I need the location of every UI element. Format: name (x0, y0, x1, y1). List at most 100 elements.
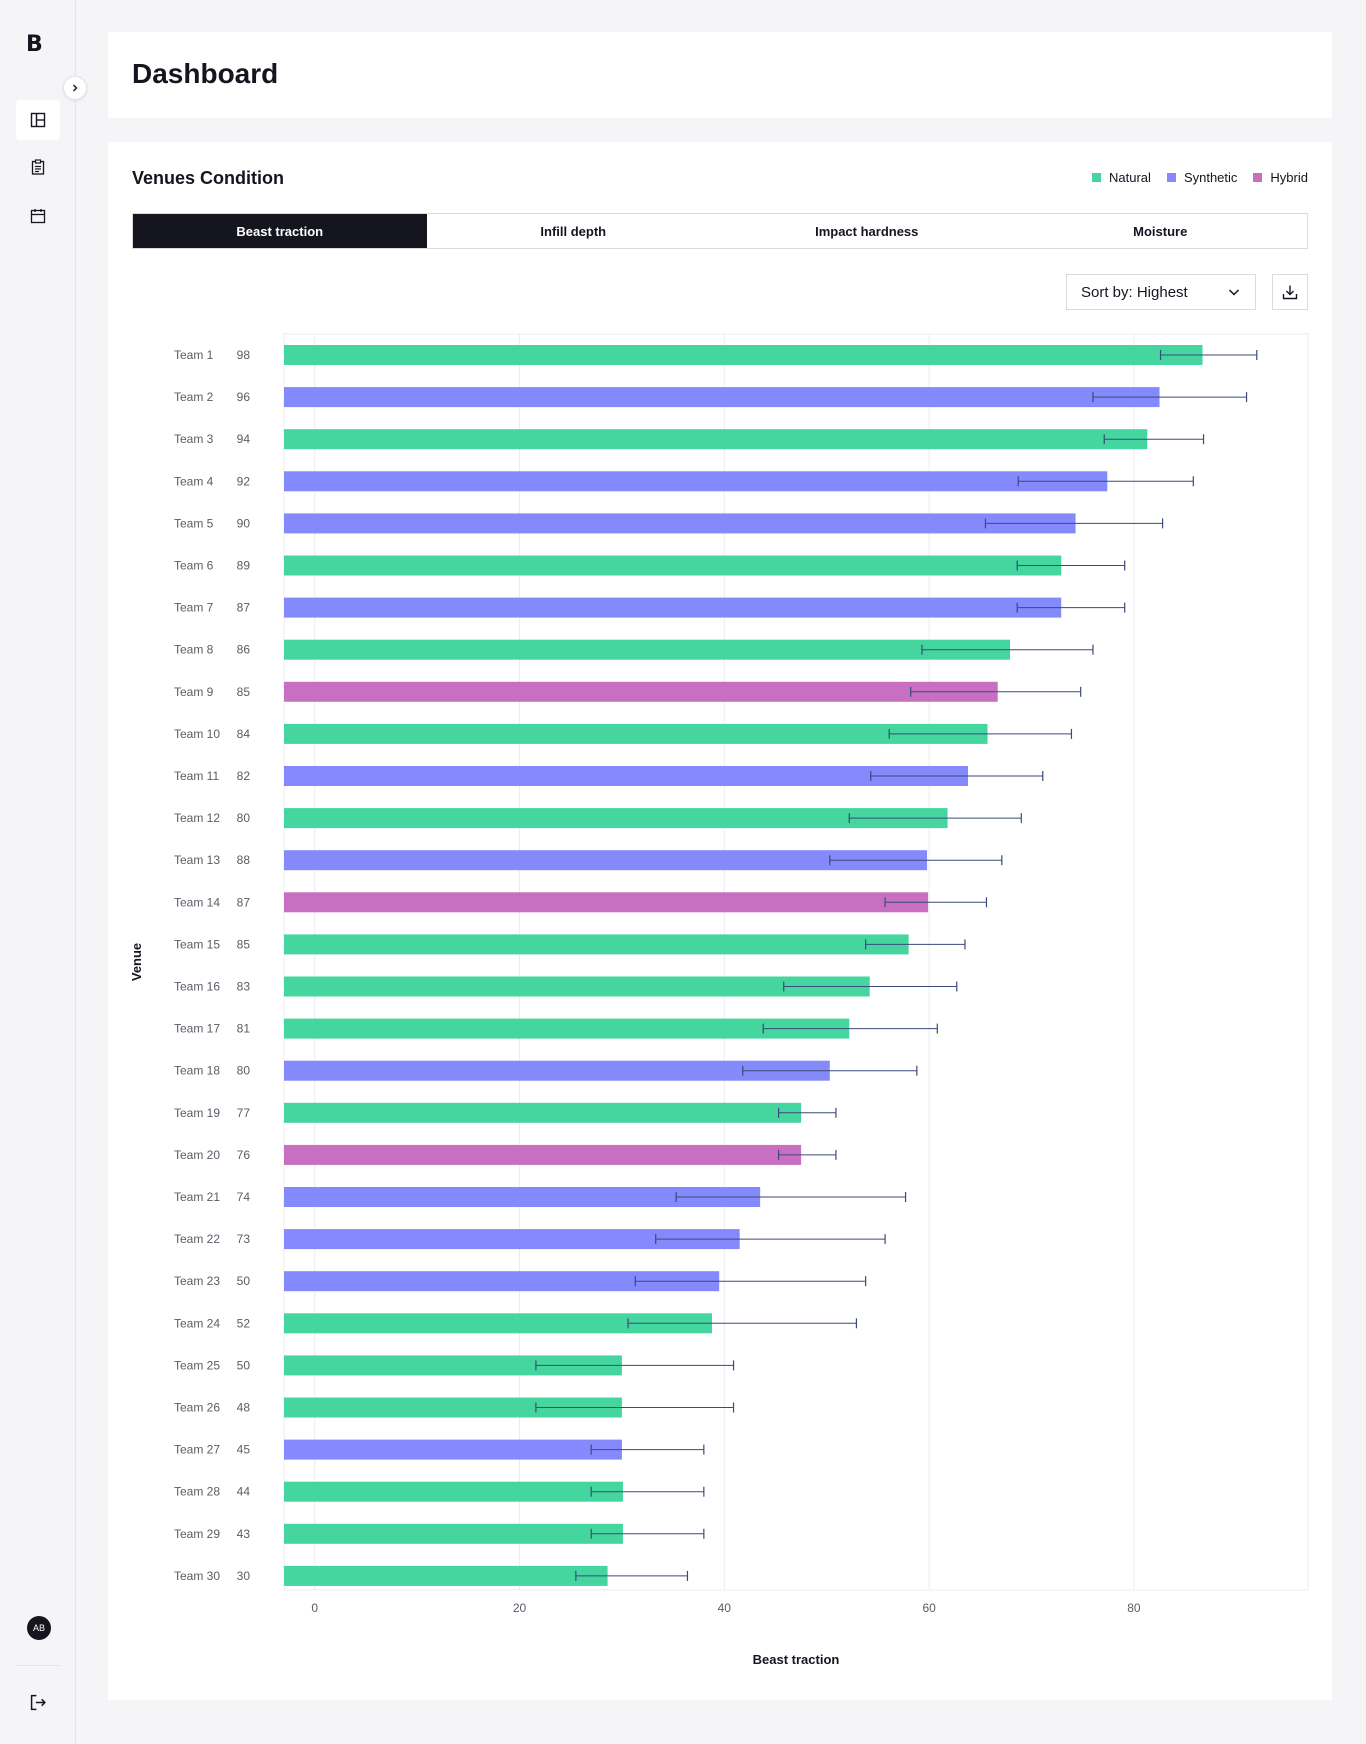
venue-score: 86 (237, 643, 251, 657)
bar (284, 1060, 830, 1081)
x-tick-label: 60 (922, 1601, 936, 1615)
bar (284, 766, 969, 786)
venue-score: 83 (237, 980, 251, 994)
venue-score: 81 (237, 1022, 251, 1036)
venue-score: 43 (237, 1527, 251, 1541)
venue-score: 96 (237, 390, 251, 404)
venue-score: 30 (237, 1569, 251, 1583)
venue-label: Team 10 (174, 727, 220, 741)
legend-label: Hybrid (1270, 170, 1308, 185)
layout-icon (30, 112, 46, 128)
bar (284, 513, 1076, 534)
venue-score: 87 (237, 895, 251, 909)
legend-label: Natural (1109, 170, 1151, 185)
venue-label: Team 15 (174, 937, 220, 951)
x-tick-label: 0 (311, 1601, 318, 1615)
tab-impact-hardness[interactable]: Impact hardness (720, 214, 1014, 248)
bar (284, 1102, 802, 1123)
venue-label: Team 13 (174, 853, 220, 867)
venues-condition-card: Venues Condition Natural Synthetic Hybri… (108, 142, 1332, 1700)
venue-label: Team 1 (174, 348, 214, 362)
legend-item-synthetic: Synthetic (1166, 170, 1237, 185)
download-button[interactable] (1272, 274, 1308, 310)
venue-label: Team 5 (174, 516, 214, 530)
venue-score: 45 (237, 1443, 251, 1457)
venue-label: Team 16 (174, 980, 220, 994)
venue-score: 50 (237, 1274, 251, 1288)
venue-score: 77 (237, 1106, 251, 1120)
user-avatar[interactable]: AB (27, 1616, 51, 1640)
chart-legend: Natural Synthetic Hybrid (1092, 170, 1308, 185)
venue-label: Team 11 (174, 769, 219, 783)
bar (284, 1229, 740, 1250)
bar (284, 723, 988, 744)
x-tick-label: 20 (513, 1601, 527, 1615)
venue-score: 74 (237, 1190, 251, 1204)
x-tick-label: 40 (718, 1601, 732, 1615)
venue-label: Team 25 (174, 1358, 220, 1372)
tab-infill-depth[interactable]: Infill depth (426, 214, 720, 248)
venue-score: 85 (237, 685, 251, 699)
bar (284, 934, 909, 955)
venue-score: 73 (237, 1232, 251, 1246)
bar (284, 892, 929, 913)
nav-reports[interactable] (16, 147, 60, 187)
nav-dashboard[interactable] (16, 100, 60, 140)
bar (284, 1397, 622, 1418)
venue-label: Team 2 (174, 390, 214, 404)
sort-select-value: Sort by: Highest (1081, 283, 1188, 301)
sidebar-collapse-button[interactable] (63, 76, 87, 100)
venue-label: Team 28 (174, 1485, 220, 1499)
logout-button[interactable] (26, 1690, 50, 1714)
bar (284, 429, 1148, 450)
legend-swatch (1166, 173, 1176, 182)
venue-score: 98 (237, 348, 251, 362)
metric-tabs: Beast traction Infill depth Impact hardn… (132, 213, 1308, 249)
venue-label: Team 29 (174, 1527, 220, 1541)
venue-label: Team 8 (174, 643, 214, 657)
venue-label: Team 12 (174, 811, 220, 825)
legend-item-natural: Natural (1092, 170, 1151, 185)
venue-label: Team 30 (174, 1569, 220, 1583)
bar (284, 471, 1108, 492)
x-axis-label: Beast traction (753, 1652, 840, 1667)
venue-score: 89 (237, 559, 251, 573)
bar (284, 1355, 622, 1376)
download-icon (1282, 285, 1298, 300)
venue-score: 88 (237, 853, 251, 867)
venue-label: Team 20 (174, 1148, 220, 1162)
bar (284, 597, 1062, 618)
bar (284, 1481, 623, 1502)
venue-score: 90 (237, 516, 251, 530)
bar (284, 1439, 622, 1460)
bar (284, 808, 948, 829)
page-title: Dashboard (132, 58, 279, 89)
venue-score: 94 (237, 432, 251, 446)
page-header: Dashboard (108, 32, 1332, 118)
venue-score: 50 (237, 1358, 251, 1372)
sidebar-divider (15, 1665, 60, 1666)
venue-score: 48 (237, 1401, 251, 1415)
tab-beast-traction[interactable]: Beast traction (133, 214, 427, 248)
x-tick-label: 80 (1127, 1601, 1141, 1615)
tab-moisture[interactable]: Moisture (1013, 214, 1307, 248)
venue-label: Team 3 (174, 432, 214, 446)
venue-label: Team 4 (174, 474, 214, 488)
venue-score: 80 (237, 811, 251, 825)
bar (284, 1187, 761, 1207)
sort-select[interactable]: Sort by: Highest (1066, 274, 1256, 310)
legend-swatch (1092, 173, 1102, 182)
venue-label: Team 22 (174, 1232, 220, 1246)
bar (284, 555, 1062, 576)
venue-label: Team 26 (174, 1401, 220, 1415)
venue-label: Team 18 (174, 1064, 220, 1078)
venue-score: 80 (237, 1064, 251, 1078)
bar (284, 639, 1011, 660)
logout-icon (30, 1694, 46, 1710)
venue-score: 76 (237, 1148, 251, 1162)
bar (284, 1271, 720, 1292)
nav-calendar[interactable] (16, 196, 60, 236)
bar (284, 850, 928, 871)
card-title: Venues Condition (132, 168, 285, 188)
venue-score: 44 (237, 1485, 251, 1499)
